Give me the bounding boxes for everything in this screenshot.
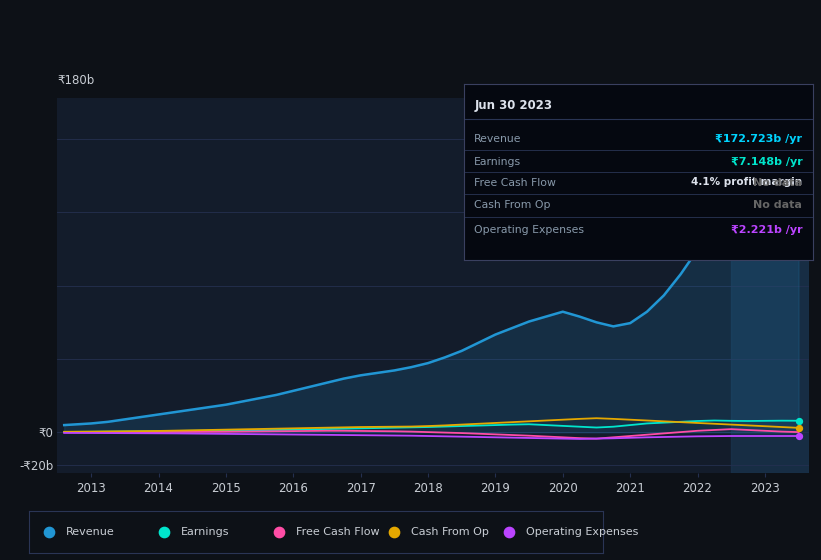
Text: No data: No data — [754, 178, 802, 188]
Text: Cash From Op: Cash From Op — [475, 200, 551, 210]
Point — [792, 416, 805, 425]
Text: No data: No data — [754, 200, 802, 210]
Text: Earnings: Earnings — [181, 528, 230, 537]
Text: Earnings: Earnings — [475, 157, 521, 167]
Point — [792, 423, 805, 432]
Text: ₹2.221b /yr: ₹2.221b /yr — [731, 226, 802, 235]
Point — [158, 528, 171, 536]
Point — [388, 528, 401, 536]
Text: Free Cash Flow: Free Cash Flow — [296, 528, 379, 537]
Point — [43, 528, 56, 536]
Text: Operating Expenses: Operating Expenses — [475, 226, 585, 235]
Point — [792, 432, 805, 441]
Text: Cash From Op: Cash From Op — [411, 528, 488, 537]
Bar — [732, 98, 809, 473]
Text: Revenue: Revenue — [67, 528, 115, 537]
Text: 4.1% profit margin: 4.1% profit margin — [691, 177, 802, 187]
Text: Operating Expenses: Operating Expenses — [526, 528, 638, 537]
Point — [502, 528, 516, 536]
Point — [792, 146, 805, 155]
Text: ₹180b: ₹180b — [57, 74, 94, 87]
Text: Free Cash Flow: Free Cash Flow — [475, 178, 556, 188]
Text: Revenue: Revenue — [475, 134, 522, 144]
Text: ₹172.723b /yr: ₹172.723b /yr — [715, 134, 802, 144]
Text: ₹7.148b /yr: ₹7.148b /yr — [731, 157, 802, 167]
Text: Jun 30 2023: Jun 30 2023 — [475, 99, 553, 111]
Point — [273, 528, 286, 536]
